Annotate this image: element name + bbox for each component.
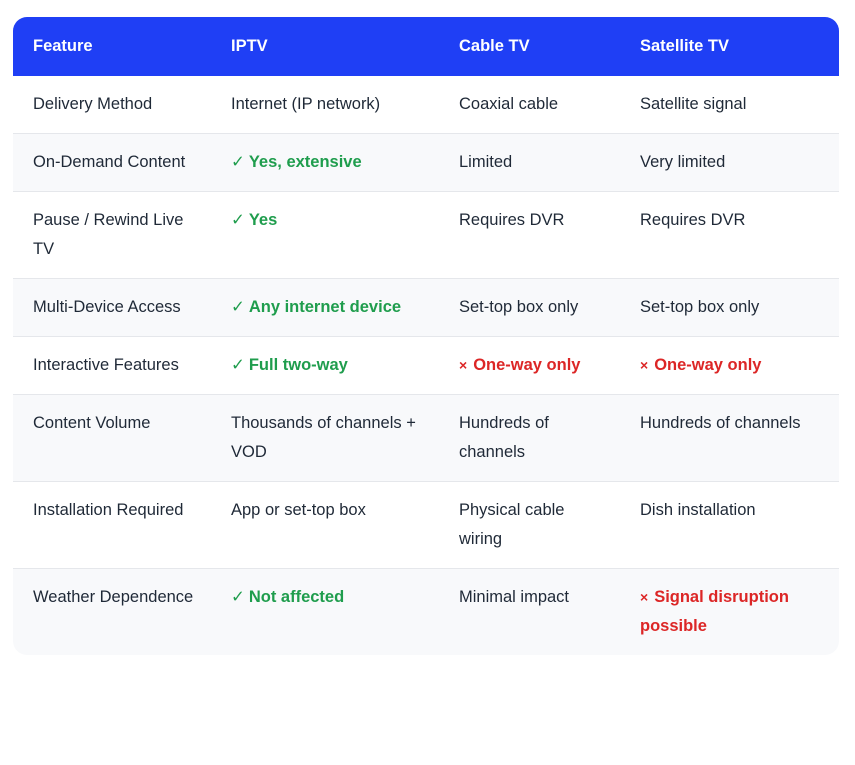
cell-satellite: Requires DVR [620, 191, 839, 279]
cell-satellite: Dish installation [620, 481, 839, 569]
cross-icon: × [640, 357, 649, 373]
cell-feature: Content Volume [13, 394, 211, 482]
cell-cable: Hundreds of channels [439, 394, 620, 482]
table-row-installation-required: Installation Required App or set-top box… [13, 481, 839, 569]
positive-value: Any internet device [248, 298, 402, 316]
cell-feature: On-Demand Content [13, 133, 211, 192]
header-row: Feature IPTV Cable TV Satellite TV [13, 17, 839, 76]
positive-value: Not affected [248, 588, 345, 606]
cell-feature: Multi-Device Access [13, 278, 211, 337]
cell-satellite: Satellite signal [640, 95, 747, 113]
check-icon: ✓ [231, 588, 245, 606]
cell-feature: Pause / Rewind Live TV [13, 191, 211, 279]
cell-cable: Minimal impact [439, 568, 620, 655]
negative-value: One-way only [654, 356, 762, 374]
table-row-weather-dependence: Weather Dependence ✓ Not affected Minimal… [13, 568, 839, 655]
table-row-interactive-features: Interactive Features ✓ Full two-way × One-… [13, 336, 839, 395]
header-iptv: IPTV [231, 37, 268, 55]
cell-feature: Weather Dependence [13, 568, 211, 655]
cross-icon: × [459, 357, 468, 373]
cell-iptv: App or set-top box [211, 481, 439, 569]
table-row-multi-device-access: Multi-Device Access ✓ Any internet device… [13, 278, 839, 337]
check-icon: ✓ [231, 211, 245, 229]
cell-cable: × One-way only [439, 336, 620, 395]
comparison-table-grid: Feature IPTV Cable TV Satellite TV Deliv… [13, 17, 839, 655]
comparison-table: Feature IPTV Cable TV Satellite TV Deliv… [13, 17, 839, 655]
cell-cable: Physical cable wiring [439, 481, 620, 569]
header-satellite-tv: Satellite TV [640, 37, 729, 55]
cell-cable: Set-top box only [439, 278, 620, 337]
cell-cable: Limited [439, 133, 620, 192]
cell-satellite: Set-top box only [620, 278, 839, 337]
cell-feature: Installation Required [13, 481, 211, 569]
table-row-on-demand-content: On-Demand Content ✓ Yes, extensive Limite… [13, 133, 839, 192]
positive-value: Full two-way [248, 356, 348, 374]
cell-satellite: Very limited [620, 133, 839, 192]
check-icon: ✓ [231, 153, 245, 171]
negative-value: One-way only [473, 356, 581, 374]
cell-cable: Coaxial cable [459, 95, 559, 113]
negative-value: Signal disruption possible [640, 588, 789, 635]
cell-iptv: ✓ Yes [211, 191, 439, 279]
cell-satellite: × One-way only [620, 336, 839, 395]
cell-iptv: ✓ Any internet device [211, 278, 439, 337]
positive-value: Yes, extensive [248, 153, 362, 171]
cell-iptv: Internet (IP network) [231, 95, 381, 113]
cross-icon: × [640, 589, 649, 605]
cell-satellite: Hundreds of channels [620, 394, 839, 482]
check-icon: ✓ [231, 356, 245, 374]
cell-iptv: ✓ Yes, extensive [211, 133, 439, 192]
cell-satellite: × Signal disruption possible [620, 568, 839, 655]
cell-iptv: ✓ Full two-way [211, 336, 439, 395]
table-header: Feature IPTV Cable TV Satellite TV [13, 17, 839, 76]
header-cable-tv: Cable TV [459, 37, 530, 55]
positive-value: Yes [248, 211, 278, 229]
cell-feature: Interactive Features [13, 336, 211, 395]
table-row-pause-rewind: Pause / Rewind Live TV ✓ Yes Requires DVR… [13, 191, 839, 279]
cell-iptv: ✓ Not affected [211, 568, 439, 655]
cell-feature: Delivery Method [33, 95, 153, 113]
cell-iptv: Thousands of channels + VOD [211, 394, 439, 482]
table-row-delivery-method: Delivery Method Internet (IP network) Co… [13, 76, 839, 134]
table-body: Delivery Method Internet (IP network) Co… [13, 76, 839, 655]
table-row-content-volume: Content Volume Thousands of channels + V… [13, 394, 839, 482]
check-icon: ✓ [231, 298, 245, 316]
cell-cable: Requires DVR [439, 191, 620, 279]
header-feature: Feature [33, 37, 93, 55]
